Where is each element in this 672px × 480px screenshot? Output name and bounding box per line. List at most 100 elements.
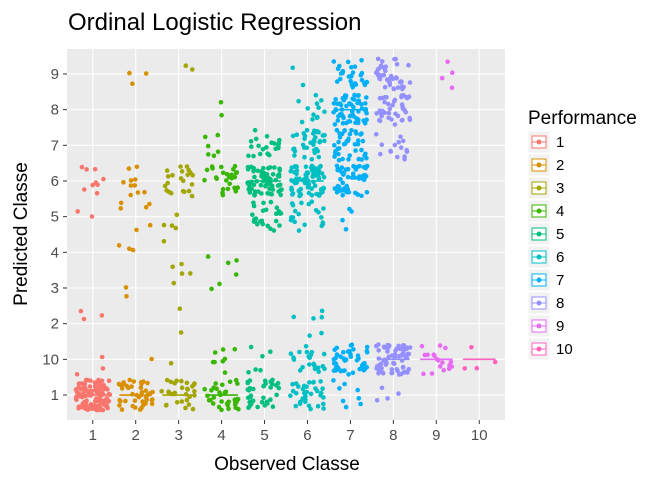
legend-item[interactable]: 3 <box>527 176 564 200</box>
data-point <box>338 368 344 374</box>
data-point <box>96 377 101 383</box>
data-point <box>173 225 179 231</box>
data-point <box>235 381 240 386</box>
data-point <box>321 401 326 407</box>
y-axis-title: Predicted Classe <box>11 162 32 306</box>
data-point <box>340 180 346 186</box>
data-point <box>260 208 266 213</box>
data-point <box>92 167 98 172</box>
data-point <box>379 385 385 391</box>
data-point <box>334 79 340 84</box>
data-point <box>382 99 387 105</box>
data-point <box>381 72 387 78</box>
data-point <box>311 379 317 385</box>
x-tick-label: 7 <box>346 427 354 444</box>
data-point <box>492 359 498 365</box>
data-point <box>386 110 392 116</box>
data-point <box>352 92 357 98</box>
data-point <box>309 186 315 191</box>
data-point <box>400 350 406 356</box>
data-point <box>342 381 347 387</box>
data-point <box>251 182 257 188</box>
data-point <box>335 66 341 72</box>
data-point <box>307 362 312 367</box>
data-point <box>404 147 410 153</box>
legend-item[interactable]: 5 <box>527 222 564 246</box>
data-point <box>376 66 382 71</box>
data-point <box>168 361 174 366</box>
data-point <box>340 398 346 404</box>
legend-item[interactable]: 4 <box>527 199 564 223</box>
data-point <box>357 163 362 169</box>
data-point <box>303 397 308 402</box>
data-point <box>331 378 336 383</box>
data-point <box>373 131 379 137</box>
data-point <box>121 180 126 185</box>
data-point <box>388 148 393 154</box>
data-point <box>405 351 410 357</box>
data-point <box>319 98 324 103</box>
data-point <box>333 97 339 102</box>
data-point <box>264 399 270 405</box>
data-point <box>97 383 103 389</box>
data-point <box>392 351 398 357</box>
data-point <box>232 346 238 352</box>
legend-key-point <box>536 346 542 352</box>
data-point <box>363 101 368 106</box>
data-point <box>99 378 105 384</box>
data-point <box>92 380 98 385</box>
data-point <box>217 281 222 287</box>
data-point <box>216 404 222 410</box>
data-point <box>135 190 141 195</box>
data-point <box>341 97 347 103</box>
data-point <box>315 365 321 371</box>
data-point <box>252 127 258 133</box>
data-point <box>261 383 267 389</box>
data-point <box>385 396 390 401</box>
legend-item[interactable]: 7 <box>527 268 564 292</box>
data-point <box>262 403 268 408</box>
data-point <box>250 398 256 404</box>
data-point <box>314 101 320 106</box>
legend-item[interactable]: 8 <box>527 291 564 315</box>
legend-label: 7 <box>556 272 564 289</box>
legend-item[interactable]: 6 <box>527 245 564 269</box>
data-point <box>309 349 315 355</box>
legend-item[interactable]: 9 <box>527 314 564 338</box>
data-point <box>256 143 261 149</box>
data-point <box>268 385 274 390</box>
data-point <box>332 122 338 127</box>
data-point <box>185 172 190 178</box>
data-point <box>341 186 347 191</box>
data-point <box>302 133 308 139</box>
data-point <box>94 191 100 196</box>
data-point <box>191 382 197 388</box>
data-point <box>145 380 150 386</box>
data-point <box>343 167 349 172</box>
data-point <box>220 382 225 388</box>
data-point <box>343 227 349 232</box>
data-point <box>100 366 106 371</box>
y-tick-label: 9 <box>51 66 59 83</box>
data-point <box>391 99 397 104</box>
data-point <box>234 258 239 263</box>
data-point <box>248 164 254 170</box>
data-point <box>379 366 384 371</box>
data-point <box>107 392 113 398</box>
legend-item[interactable]: 2 <box>527 153 564 177</box>
data-point <box>321 174 327 180</box>
data-point <box>276 209 282 214</box>
data-point <box>162 183 168 189</box>
data-point <box>131 379 137 384</box>
data-point <box>227 379 233 385</box>
data-point <box>338 177 343 182</box>
legend-item[interactable]: 10 <box>527 337 573 361</box>
legend[interactable]: Performance 1 2 3 4 5 6 7 8 9 10 <box>527 108 637 361</box>
data-point <box>270 172 276 177</box>
data-point <box>292 149 298 154</box>
data-point <box>272 165 277 170</box>
data-point <box>190 406 196 412</box>
data-point <box>322 132 327 138</box>
data-point <box>248 139 254 144</box>
legend-item[interactable]: 1 <box>527 130 564 154</box>
